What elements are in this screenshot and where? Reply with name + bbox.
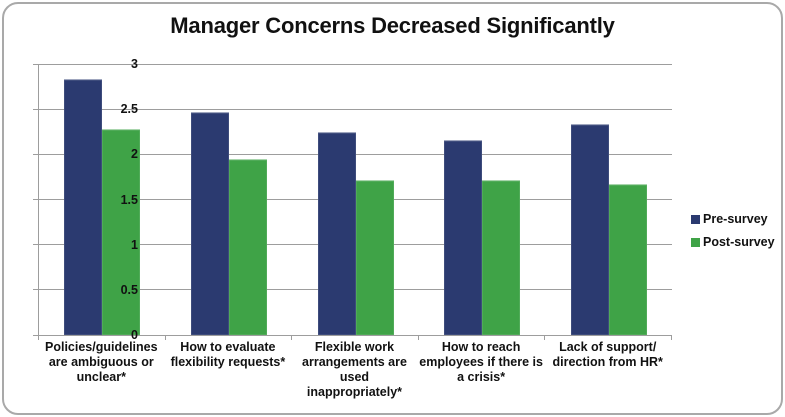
x-axis-tick — [418, 335, 419, 340]
y-axis-tick — [33, 108, 38, 110]
bar-post-survey — [482, 179, 521, 335]
pre-survey-swatch-icon — [691, 214, 700, 224]
x-axis-category-label: How to evaluate flexibility requests* — [170, 340, 286, 369]
gridline — [39, 153, 672, 155]
bar-post-survey — [102, 128, 141, 335]
x-axis-tick — [291, 335, 292, 340]
legend-label: Pre-survey — [703, 212, 768, 226]
y-axis-tick-label: 0.5 — [120, 282, 138, 297]
x-axis-category-label: Policies/guidelines are ambiguous or unc… — [45, 340, 158, 384]
legend-item-post-survey: Post-survey — [691, 235, 775, 249]
legend-item-pre-survey: Pre-survey — [691, 212, 775, 226]
y-axis-tick-label: 2.5 — [120, 102, 138, 117]
bar-pre-survey — [444, 139, 483, 335]
post-survey-swatch-icon — [691, 237, 700, 247]
bar-pre-survey — [570, 123, 609, 335]
y-axis-tick-label: 0 — [131, 328, 138, 342]
y-axis-tick-label: 2 — [131, 147, 138, 162]
x-axis-category-label: Flexible work arrangements are used inap… — [302, 340, 407, 399]
x-axis-tick — [165, 335, 166, 340]
bar-post-survey — [355, 179, 394, 335]
bar-pre-survey — [190, 111, 229, 335]
y-axis-tick — [33, 334, 38, 336]
plot-area — [38, 63, 672, 336]
bar-pre-survey — [64, 79, 103, 335]
bar-post-survey — [228, 158, 267, 335]
y-axis-tick — [33, 153, 38, 155]
x-axis-tick — [544, 335, 545, 340]
chart-title: Manager Concerns Decreased Significantly — [170, 13, 615, 38]
x-axis-tick — [38, 335, 39, 340]
legend-label: Post-survey — [703, 235, 775, 249]
y-axis-tick-label: 1 — [131, 237, 138, 252]
bar-post-survey — [608, 184, 647, 335]
gridline — [39, 108, 672, 110]
y-axis-tick-label: 3 — [131, 57, 138, 71]
y-axis-tick — [33, 244, 38, 246]
x-axis-tick — [671, 335, 672, 340]
y-axis-tick — [33, 199, 38, 200]
bar-pre-survey — [317, 131, 356, 335]
y-axis-tick — [33, 289, 38, 291]
x-axis-category-label: Lack of support/ direction from HR* — [552, 340, 663, 369]
legend: Pre-survey Post-survey — [691, 212, 775, 258]
x-axis-category-label: How to reach employees if there is a cri… — [419, 340, 543, 384]
gridline — [39, 63, 672, 65]
y-axis-tick-label: 1.5 — [120, 192, 138, 207]
y-axis-tick — [33, 63, 38, 65]
